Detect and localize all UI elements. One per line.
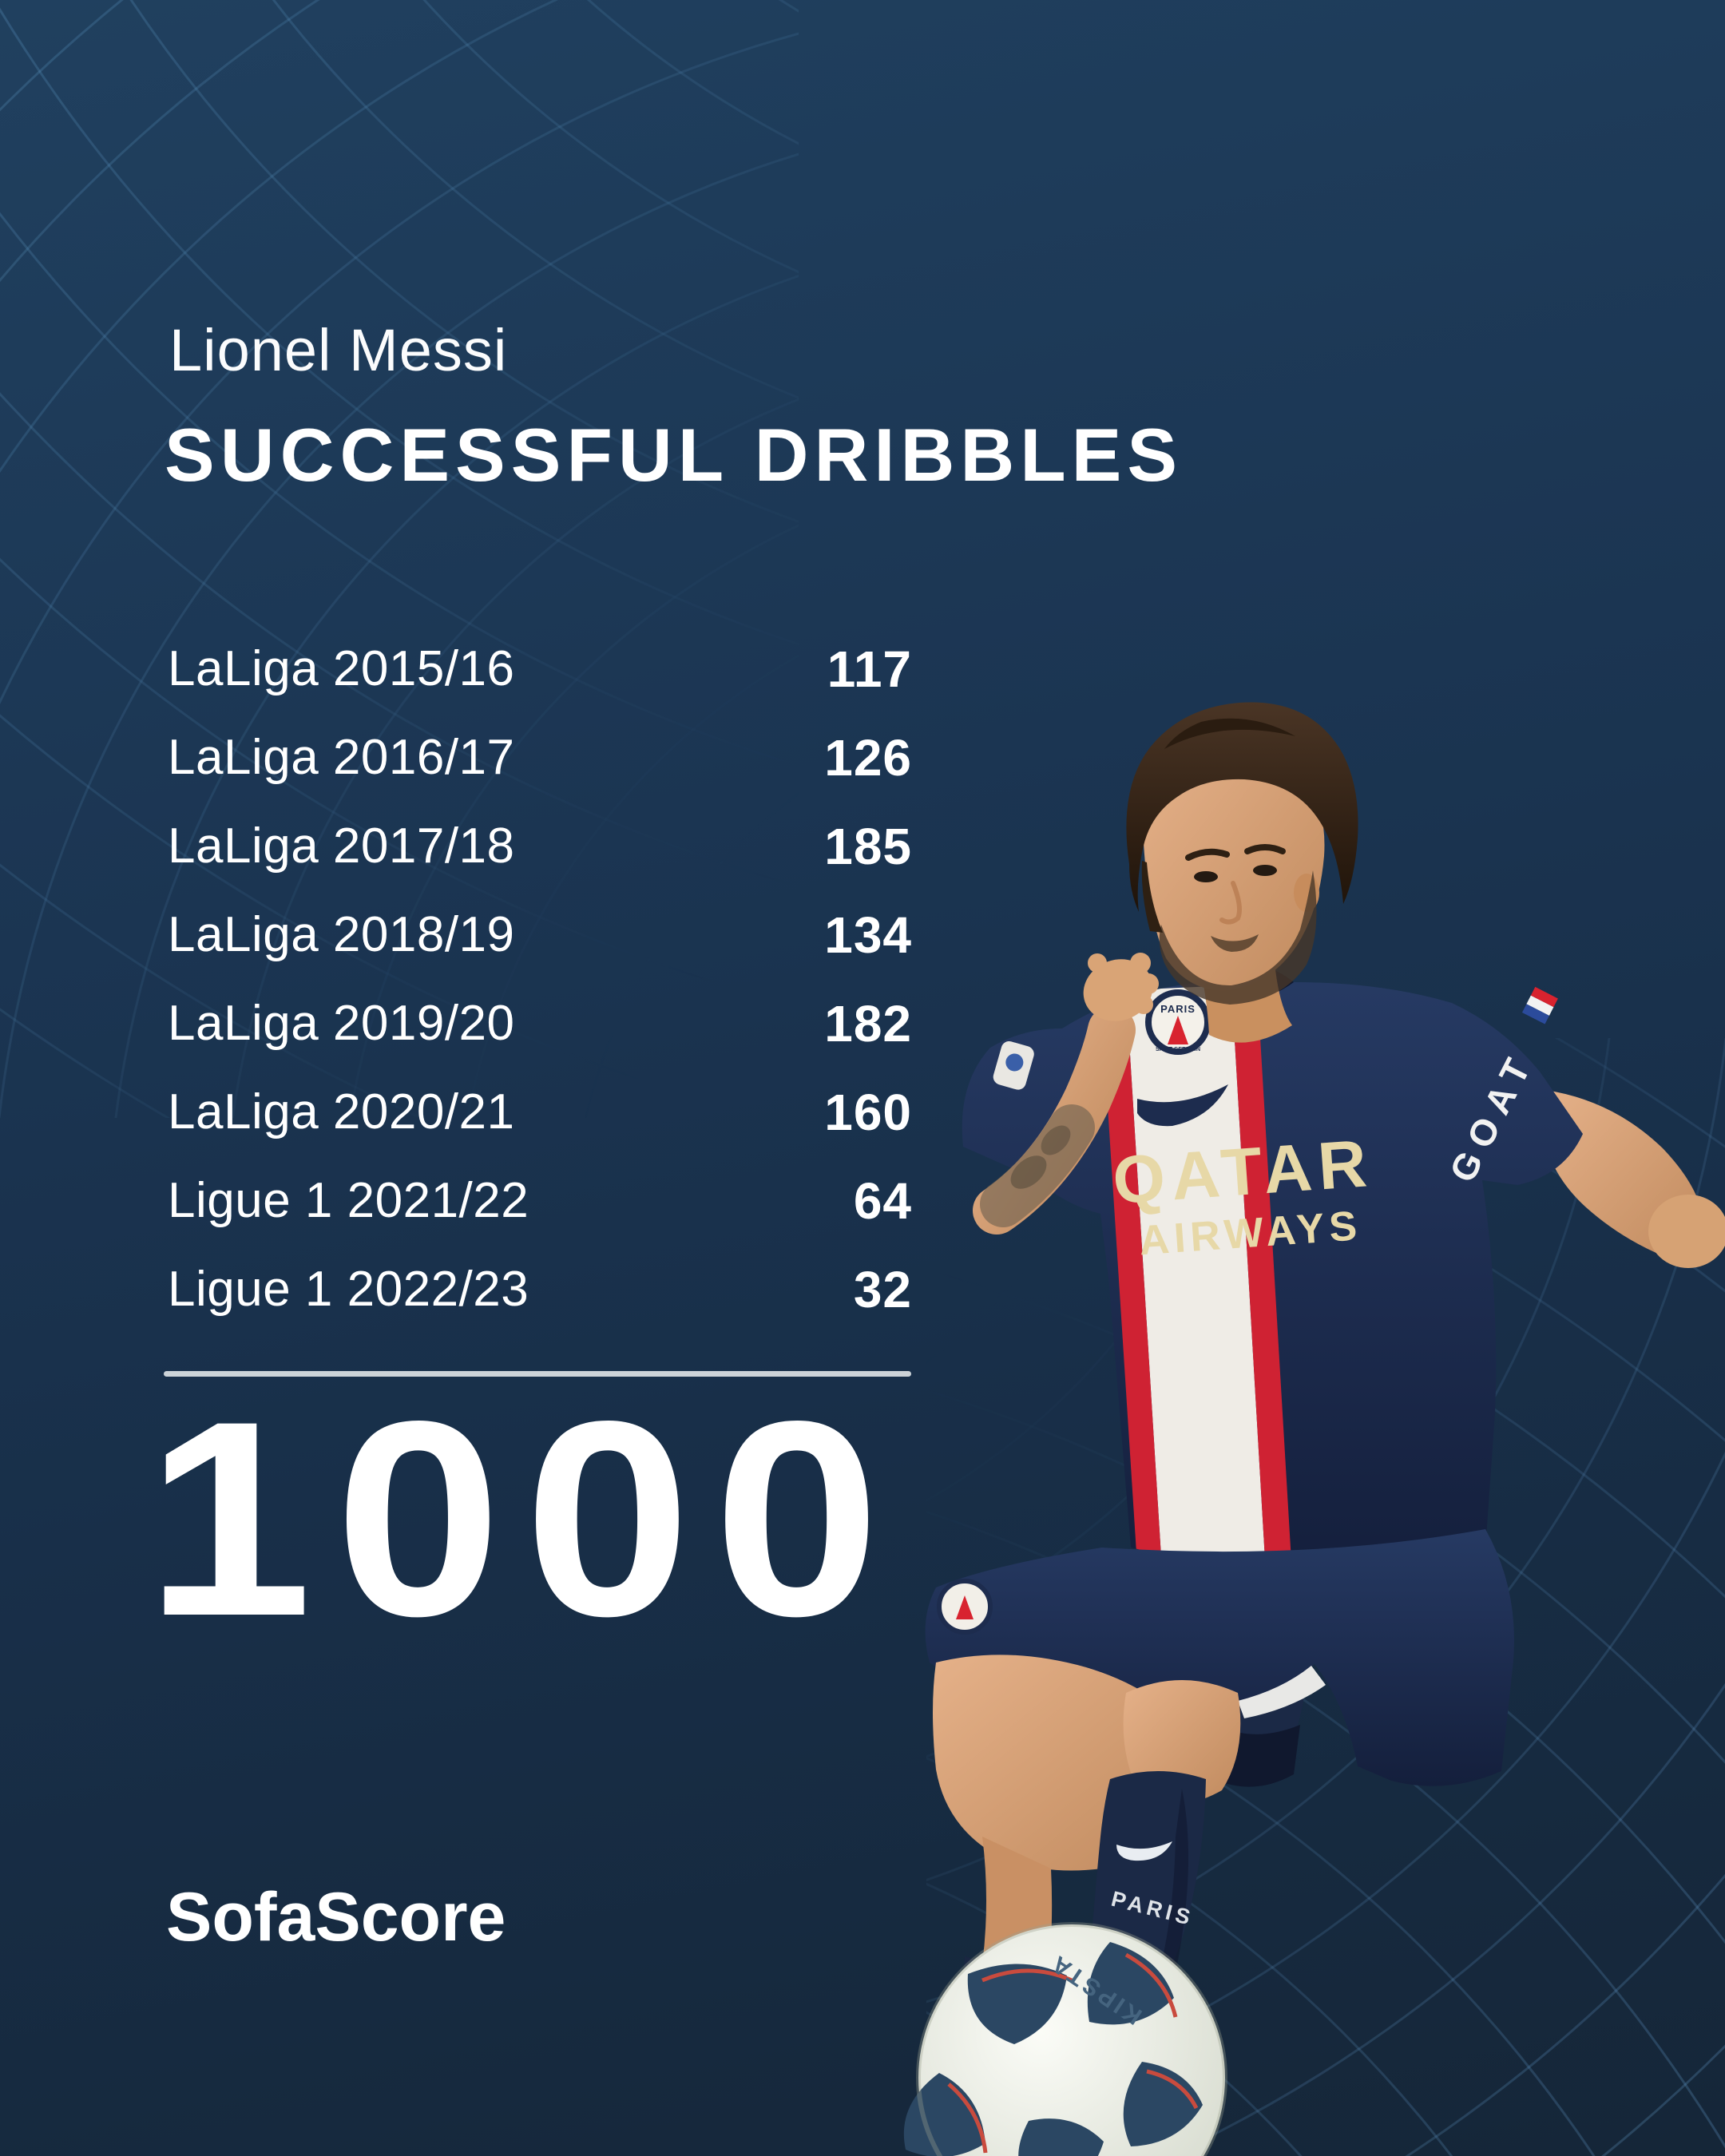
stats-table: LaLiga 2015/16 117 LaLiga 2016/17 126 La… [168, 624, 912, 1334]
dribbles-value: 64 [853, 1171, 912, 1230]
season-label: LaLiga 2019/20 [168, 996, 515, 1051]
season-label: LaLiga 2017/18 [168, 818, 515, 874]
table-row: Ligue 1 2021/22 64 [168, 1156, 912, 1245]
divider-line [164, 1371, 911, 1377]
dribbles-value: 32 [853, 1260, 912, 1318]
sponsor-line1: QATAR [1110, 1125, 1375, 1219]
dribbles-value: 182 [824, 994, 912, 1052]
table-row: Ligue 1 2022/23 32 [168, 1245, 912, 1334]
sofascore-logo: SofaScore [166, 1879, 506, 1956]
football: KIPSTA [903, 1922, 1227, 2156]
bent-arm [973, 953, 1159, 1235]
dribbles-value: 185 [824, 817, 912, 875]
total-dribbles: 1000 [145, 1363, 903, 1674]
jersey-sponsor: QATAR AIRWAYS [1110, 1125, 1375, 1264]
crest-paris-text: PARIS [1160, 1003, 1196, 1015]
season-label: LaLiga 2018/19 [168, 907, 515, 962]
beard [1159, 870, 1317, 1005]
page-title: SUCCESSFUL DRIBBLES [165, 413, 1184, 497]
psg-shorts [925, 1529, 1514, 1786]
dribbles-value: 126 [824, 728, 912, 787]
shorts-crest [937, 1579, 993, 1635]
eye [1194, 871, 1218, 882]
nike-swoosh-icon [1137, 1084, 1228, 1127]
hand [1083, 953, 1159, 1021]
psg-jersey: PARIS SAINT-GERMAIN QATAR AIRWAYS GOAT [962, 968, 1583, 1571]
eye [1253, 865, 1277, 876]
table-row: LaLiga 2020/21 160 [168, 1068, 912, 1156]
crest-subtext: SAINT-GERMAIN [1156, 1047, 1200, 1052]
head [1126, 702, 1358, 1043]
dribbles-value: 160 [824, 1083, 912, 1141]
season-label: Ligue 1 2022/23 [168, 1262, 529, 1317]
player-name: Lionel Messi [169, 317, 508, 383]
messi-photo: PARIS SAINT-GERMAIN QATAR AIRWAYS GOAT [903, 702, 1725, 2156]
season-label: LaLiga 2015/16 [168, 641, 515, 696]
table-row: LaLiga 2017/18 185 [168, 802, 912, 890]
table-row: LaLiga 2019/20 182 [168, 979, 912, 1068]
season-label: LaLiga 2016/17 [168, 730, 515, 785]
table-row: LaLiga 2015/16 117 [168, 624, 912, 713]
dribbles-value: 117 [827, 640, 912, 698]
dribbles-value: 134 [824, 906, 912, 964]
hair [1126, 702, 1358, 912]
french-flag-icon [1522, 986, 1558, 1024]
league-patch [993, 1040, 1034, 1090]
season-label: LaLiga 2020/21 [168, 1084, 515, 1139]
table-row: LaLiga 2016/17 126 [168, 713, 912, 802]
season-label: Ligue 1 2021/22 [168, 1173, 529, 1228]
psg-crest: PARIS SAINT-GERMAIN [1145, 989, 1211, 1055]
table-row: LaLiga 2018/19 134 [168, 890, 912, 979]
